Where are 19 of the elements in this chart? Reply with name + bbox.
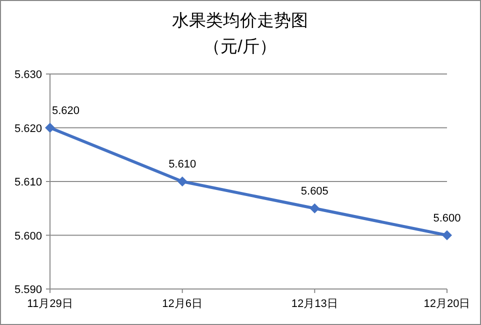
y-tick-label: 5.600 bbox=[14, 230, 42, 242]
y-tick-label: 5.630 bbox=[14, 69, 42, 81]
point bbox=[177, 176, 188, 186]
point bbox=[45, 122, 55, 133]
data-label: 5.610 bbox=[168, 158, 196, 170]
data-label: 5.605 bbox=[300, 185, 328, 198]
point bbox=[442, 230, 452, 240]
x-tick-label: 12月20日 bbox=[424, 298, 470, 310]
x-tick-label: 11月29日 bbox=[27, 298, 73, 310]
x-tick-label: 12月6日 bbox=[162, 298, 203, 310]
data-label: 5.600 bbox=[433, 212, 461, 224]
x-tick-label: 12月13日 bbox=[291, 298, 338, 310]
y-tick-label: 5.590 bbox=[14, 284, 42, 296]
y-tick-label: 5.620 bbox=[14, 122, 42, 135]
data-label: 5.620 bbox=[52, 104, 80, 117]
chart-subtitle: （元/斤） bbox=[204, 37, 276, 56]
y-tick-label: 5.610 bbox=[14, 176, 42, 188]
point bbox=[310, 203, 320, 214]
chart-title: 水果类均价走势图 bbox=[172, 11, 308, 30]
